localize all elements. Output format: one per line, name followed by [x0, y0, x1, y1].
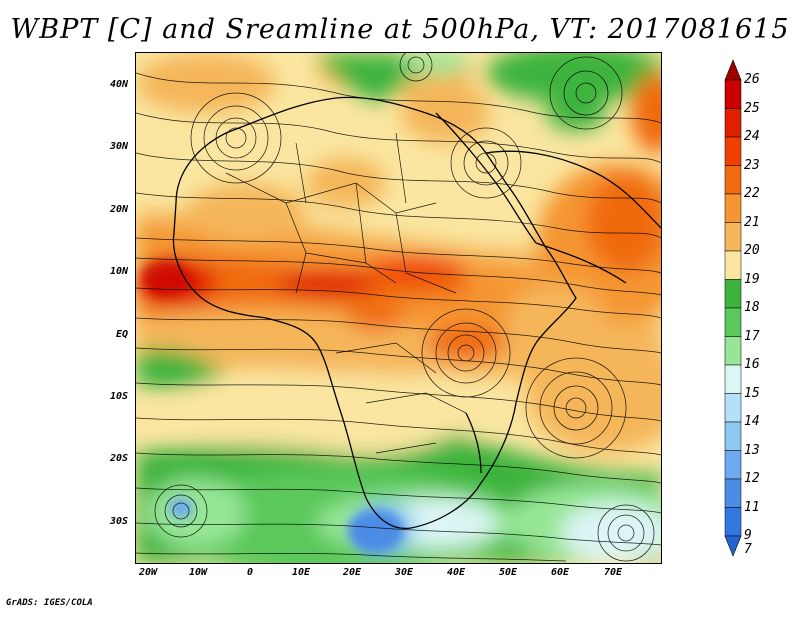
colorbar-tick-label: 19: [744, 271, 760, 287]
colorbar-segment: [724, 79, 742, 109]
lat-label-eq: EQ: [115, 329, 128, 340]
streamlines: [136, 53, 661, 562]
colorbar-tick-label: 23: [744, 157, 760, 173]
lon-label-10e: 10E: [291, 567, 311, 578]
colorbar-segment: [724, 507, 742, 537]
lon-label-40e: 40E: [446, 567, 466, 578]
colorbar-segment: [724, 279, 742, 309]
colorbar-tick-label: 18: [744, 300, 760, 315]
country-borders: [225, 132, 467, 454]
colorbar-segment: [724, 393, 742, 423]
colorbar-tick-label: 26: [744, 72, 760, 87]
colorbar: [724, 59, 742, 557]
colorbar-tick-label: 11: [744, 499, 760, 515]
lon-label-30e: 30E: [394, 567, 414, 578]
lat-label-20n: 20N: [109, 204, 128, 215]
wbpt-streamline-map: [136, 53, 661, 563]
colorbar-tick-label: 25: [744, 100, 760, 116]
colorbar-segment: [724, 193, 742, 223]
colorbar-segment: [724, 165, 742, 195]
colorbar-tick-label: 12: [744, 471, 760, 486]
lon-label-0: 0: [246, 567, 254, 578]
lat-label-10n: 10N: [109, 266, 128, 277]
colorbar-segment: [724, 364, 742, 394]
lon-label-10w: 10W: [188, 567, 208, 578]
colorbar-segment: [724, 136, 742, 166]
map-panel: [135, 52, 662, 564]
lat-label-30s: 30S: [109, 516, 128, 527]
colorbar-segment: [724, 108, 742, 138]
lon-label-50e: 50E: [498, 567, 518, 578]
colorbar-tick-label: 14: [744, 414, 760, 429]
lat-label-30n: 30N: [109, 141, 128, 152]
lat-label-20s: 20S: [109, 453, 128, 464]
colorbar-segment: [724, 222, 742, 252]
colorbar-segment: [724, 421, 742, 451]
colorbar-segment: [724, 336, 742, 366]
lon-label-20w: 20W: [138, 567, 158, 578]
colorbar-segment: [724, 478, 742, 508]
colorbar-tick-label: 21: [744, 214, 760, 230]
colorbar-tick-label: 17: [744, 328, 760, 344]
colorbar-segment: [724, 307, 742, 337]
colorbar-bottom-arrow: [724, 535, 742, 557]
colorbar-tick-label: 16: [744, 357, 760, 372]
colorbar-tick-label: 22: [744, 186, 760, 201]
lat-label-10s: 10S: [109, 391, 128, 402]
colorbar-tick-label: 13: [744, 442, 760, 458]
colorbar-segment: [724, 450, 742, 480]
lon-label-60e: 60E: [550, 567, 570, 578]
colorbar-segment: [724, 250, 742, 280]
colorbar-top-arrow: [724, 59, 742, 81]
lon-label-70e: 70E: [603, 567, 623, 578]
colorbar-tick-label: 20: [744, 243, 760, 258]
map-title: WBPT [C] and Sreamline at 500hPa, VT: 20…: [10, 14, 790, 45]
colorbar-tick-label: 9: [744, 528, 752, 543]
lat-label-40n: 40N: [109, 79, 128, 90]
colorbar-tick-label: 7: [744, 542, 752, 557]
lon-label-20e: 20E: [342, 567, 362, 578]
colorbar-tick-label: 15: [744, 385, 760, 401]
footer-credit: GrADS: IGES/COLA: [6, 598, 93, 608]
coastlines: [172, 96, 661, 530]
colorbar-tick-label: 24: [744, 129, 760, 144]
